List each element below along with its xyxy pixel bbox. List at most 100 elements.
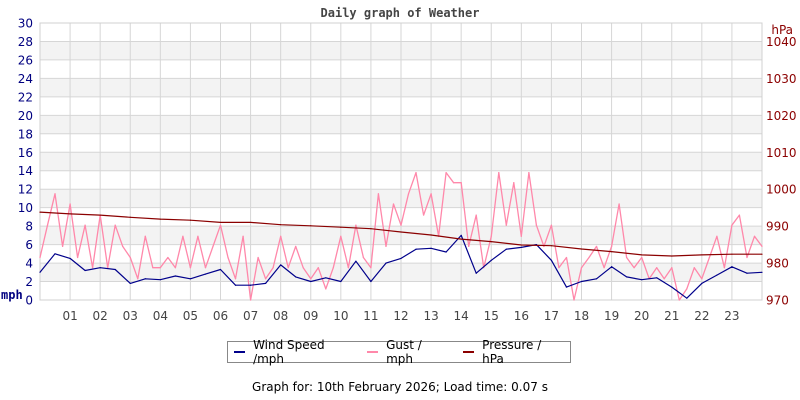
pressure-point [370, 228, 372, 230]
gust-point [197, 235, 199, 237]
wind-speed-point [370, 280, 372, 283]
gust-point [377, 193, 380, 195]
pressure-point [310, 225, 312, 227]
gust-point [302, 267, 304, 269]
wind-speed-point [325, 277, 327, 279]
wind-swatch [234, 351, 246, 353]
pressure-point [159, 218, 161, 220]
pressure-point [129, 216, 131, 218]
wind-speed-point [144, 278, 146, 280]
pressure-point [69, 213, 71, 215]
gust-point [355, 224, 357, 226]
gust-point [317, 267, 319, 269]
plot-frame [39, 22, 763, 301]
wind-speed-point [746, 272, 748, 274]
wind-speed-point [159, 279, 161, 281]
gust-point [430, 193, 432, 195]
gust-point [633, 267, 635, 269]
y2-tick-label: 1000 [766, 183, 797, 197]
pressure-point [400, 231, 402, 233]
gust-point [362, 256, 364, 259]
pressure-point [520, 244, 522, 246]
wind-speed-point [400, 257, 402, 260]
gust-point [543, 245, 545, 248]
gust-point [400, 224, 402, 226]
gust-point [580, 267, 583, 269]
y2-axis-label: hPa [771, 23, 793, 37]
x-tick-label: 23 [724, 309, 739, 323]
y-tick-label: 10 [18, 201, 33, 215]
y-tick-label: 24 [18, 72, 33, 86]
gust-point [716, 235, 718, 237]
gust-point [114, 224, 116, 226]
gust-point [272, 267, 274, 269]
pressure-point [580, 248, 583, 250]
wind-speed-point [189, 278, 192, 280]
gust-point [46, 224, 49, 226]
gust-point [701, 278, 703, 280]
gust-point [189, 267, 192, 269]
pressure-point [761, 253, 763, 255]
gust-point [159, 267, 161, 269]
y-tick-label: 0 [25, 294, 33, 308]
gust-point [144, 235, 146, 237]
gust-point [573, 299, 575, 301]
wind-speed-point [249, 284, 252, 286]
x-tick-label: 09 [303, 309, 318, 323]
gust-point [663, 278, 665, 280]
x-tick-label: 07 [243, 309, 258, 323]
y2-tick-label: 1010 [766, 146, 797, 160]
pressure-point [340, 226, 342, 228]
x-tick-label: 21 [664, 309, 679, 323]
gust-point [167, 256, 169, 259]
gust-point [54, 193, 56, 195]
y-tick-label: 30 [18, 17, 33, 31]
x-tick-label: 10 [333, 309, 348, 323]
legend-label-pressure: Pressure / hPa [482, 338, 542, 366]
wind-speed-point [99, 267, 101, 269]
pressure-point [490, 241, 492, 243]
x-tick-label: 11 [363, 309, 378, 323]
x-tick-label: 02 [93, 309, 108, 323]
gust-point [332, 267, 334, 269]
x-tick-label: 15 [484, 309, 499, 323]
x-tick-label: 04 [153, 309, 168, 323]
wind-speed-point [656, 277, 658, 279]
x-tick-label: 17 [544, 309, 559, 323]
gust-point [69, 203, 71, 205]
x-tick-label: 20 [634, 309, 649, 323]
y-tick-label: 22 [18, 90, 33, 104]
pressure-point [610, 251, 613, 253]
gust-point [219, 224, 222, 226]
y-tick-label: 18 [18, 127, 33, 141]
wind-speed-point [265, 282, 267, 284]
wind-speed-point [671, 286, 673, 288]
gust-point [265, 278, 267, 280]
wind-speed-point [295, 276, 297, 278]
pressure-point [641, 254, 643, 256]
pressure-point [249, 221, 252, 224]
x-tick-label: 22 [694, 309, 709, 323]
wind-speed-point [550, 259, 553, 261]
wind-speed-point [641, 279, 643, 281]
gust-point [626, 256, 628, 259]
x-tick-label: 01 [62, 309, 77, 323]
gust-point [603, 267, 605, 269]
gust-point [137, 278, 139, 280]
pressure-point [430, 234, 432, 236]
gust-point [385, 245, 387, 248]
wind-speed-point [731, 266, 733, 268]
gust-point [204, 267, 207, 269]
gust-point [475, 214, 477, 216]
gust-point [392, 203, 395, 205]
wind-speed-point [385, 262, 387, 264]
gust-point [550, 224, 553, 226]
gust-point [415, 171, 417, 174]
x-tick-label: 16 [514, 309, 529, 323]
pressure-point [219, 221, 222, 224]
gust-point [122, 245, 124, 248]
y-tick-label: 20 [18, 109, 33, 123]
x-tick-label: 08 [273, 309, 288, 323]
gust-point [513, 182, 515, 184]
